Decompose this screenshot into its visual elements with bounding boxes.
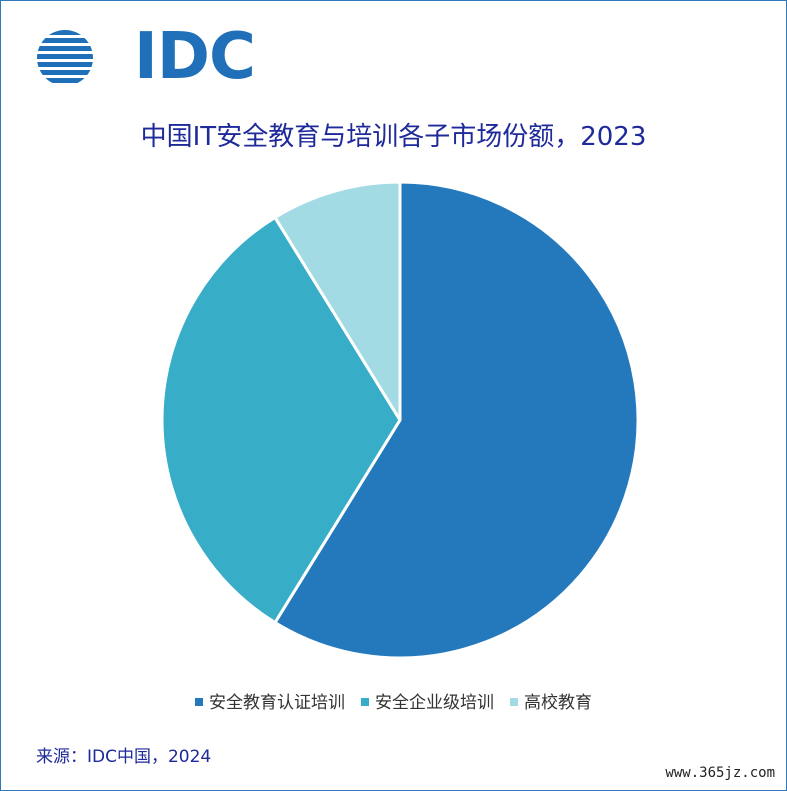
pie-slice-3 (273, 180, 402, 422)
watermark: www.365jz.com (661, 763, 779, 783)
legend-label: 安全教育认证培训 (209, 693, 345, 713)
legend-item-2: 安全企业级培训 (361, 688, 494, 713)
pie-slice-2 (160, 215, 402, 625)
logo-text: IDC (134, 20, 256, 94)
chart-legend: 安全教育认证培训 安全企业级培训 高校教育 (0, 688, 787, 713)
legend-item-3: 高校教育 (510, 688, 592, 713)
idc-logo: IDC (36, 22, 256, 92)
source-note: 来源：IDC中国，2024 (36, 747, 212, 767)
legend-label: 高校教育 (524, 693, 592, 713)
legend-swatch (510, 698, 518, 706)
legend-swatch (195, 698, 203, 706)
legend-item-1: 安全教育认证培训 (195, 688, 345, 713)
pie-chart (160, 180, 640, 660)
globe-icon (37, 30, 93, 83)
chart-title: 中国IT安全教育与培训各子市场份额，2023 (140, 122, 647, 152)
legend-swatch (361, 698, 369, 706)
legend-label: 安全企业级培训 (375, 693, 494, 713)
pie-slice-1 (273, 180, 640, 660)
